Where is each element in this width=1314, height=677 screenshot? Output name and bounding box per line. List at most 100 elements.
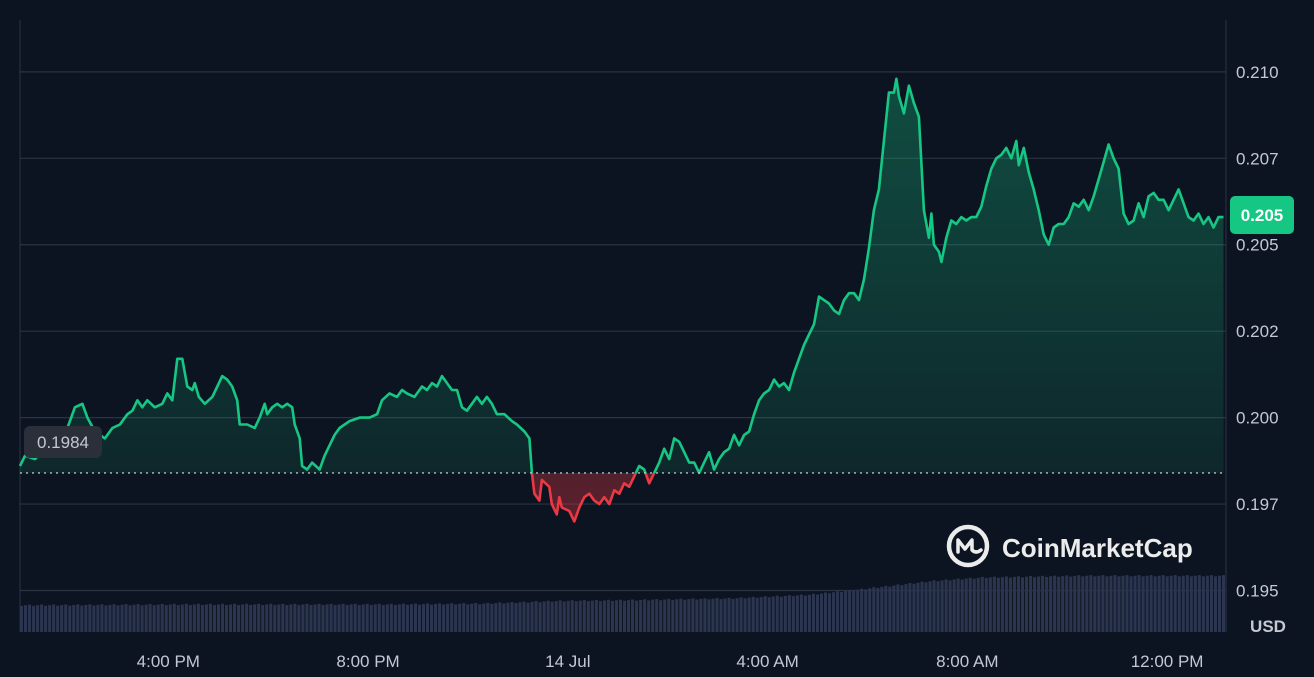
volume-bar bbox=[88, 604, 92, 632]
volume-bar bbox=[192, 604, 196, 632]
volume-bar bbox=[1085, 575, 1089, 632]
volume-bar bbox=[277, 604, 281, 632]
volume-bar bbox=[1077, 575, 1081, 632]
volume-bar bbox=[56, 605, 60, 632]
volume-bar bbox=[305, 603, 309, 632]
volume-bar bbox=[799, 594, 803, 632]
volume-bar bbox=[623, 600, 627, 632]
volume-bar bbox=[1029, 576, 1033, 632]
volume-bar bbox=[1121, 575, 1125, 632]
volume-bar bbox=[1177, 576, 1181, 632]
volume-bar bbox=[369, 605, 373, 632]
volume-bar bbox=[498, 602, 502, 632]
volume-bar bbox=[112, 604, 116, 632]
volume-bar bbox=[699, 598, 703, 632]
volume-bar bbox=[341, 603, 345, 632]
volume-bar bbox=[534, 601, 538, 632]
volume-bar bbox=[184, 603, 188, 632]
volume-bar bbox=[229, 604, 233, 632]
volume-bar bbox=[1145, 575, 1149, 632]
volume-bar bbox=[763, 596, 767, 632]
volume-bar bbox=[1057, 576, 1061, 632]
volume-bar bbox=[807, 594, 811, 632]
volume-bar bbox=[325, 604, 329, 632]
volume-bar bbox=[566, 600, 570, 632]
volume-bar bbox=[739, 597, 743, 632]
volume-bar bbox=[108, 604, 112, 632]
volume-bar bbox=[900, 585, 904, 632]
volume-bar bbox=[1025, 576, 1029, 632]
brand-name: CoinMarketCap bbox=[1002, 533, 1193, 563]
volume-bar bbox=[840, 592, 844, 632]
volume-bar bbox=[940, 580, 944, 632]
volume-bar bbox=[1117, 576, 1121, 632]
volume-bar bbox=[76, 604, 80, 632]
volume-bar bbox=[365, 603, 369, 632]
volume-bar bbox=[349, 604, 353, 632]
volume-bar bbox=[1125, 575, 1129, 632]
volume-bar bbox=[450, 603, 454, 632]
volume-bar bbox=[208, 603, 212, 632]
volume-bar bbox=[1016, 576, 1020, 632]
volume-bar bbox=[28, 604, 32, 632]
volume-bar bbox=[426, 603, 430, 632]
baseline-tag-label: 0.1984 bbox=[37, 433, 89, 452]
volume-bar bbox=[397, 604, 401, 632]
volume-bar bbox=[417, 604, 421, 632]
volume-bar bbox=[570, 600, 574, 632]
volume-bar bbox=[538, 602, 542, 632]
volume-bar bbox=[172, 603, 176, 632]
volume-bar bbox=[844, 590, 848, 632]
y-tick-label: 0.202 bbox=[1236, 322, 1279, 341]
volume-bar bbox=[1053, 575, 1057, 632]
volume-bar bbox=[832, 592, 836, 632]
volume-bar bbox=[518, 602, 522, 632]
volume-bar bbox=[44, 605, 48, 632]
current-price-tag-label: 0.205 bbox=[1241, 206, 1284, 225]
volume-bar bbox=[237, 605, 241, 632]
price-line-up bbox=[18, 77, 1224, 473]
volume-bar bbox=[1000, 577, 1004, 632]
volume-bar bbox=[1081, 576, 1085, 632]
volume-bar bbox=[1065, 575, 1069, 632]
volume-bar bbox=[667, 598, 671, 632]
x-tick-label: 8:00 AM bbox=[936, 652, 998, 671]
volume-bars bbox=[20, 575, 1225, 632]
volume-bar bbox=[530, 601, 534, 632]
volume-bar bbox=[988, 577, 992, 632]
volume-bar bbox=[719, 599, 723, 632]
volume-bar bbox=[160, 603, 164, 632]
volume-bar bbox=[896, 584, 900, 632]
volume-bar bbox=[610, 600, 614, 632]
volume-bar bbox=[1133, 575, 1137, 632]
volume-bar bbox=[627, 600, 631, 632]
volume-bar bbox=[422, 604, 426, 632]
volume-bar bbox=[462, 603, 466, 632]
volume-bar bbox=[755, 597, 759, 632]
volume-bar bbox=[494, 603, 498, 632]
volume-bar bbox=[1113, 575, 1117, 632]
volume-bar bbox=[1105, 576, 1109, 632]
volume-bar bbox=[1161, 575, 1165, 632]
x-tick-label: 14 Jul bbox=[545, 652, 590, 671]
volume-bar bbox=[1037, 576, 1041, 632]
volume-bar bbox=[868, 588, 872, 632]
volume-bar bbox=[1201, 576, 1205, 632]
volume-bar bbox=[442, 604, 446, 632]
volume-bar bbox=[562, 601, 566, 632]
volume-bar bbox=[458, 603, 462, 632]
volume-bar bbox=[486, 602, 490, 632]
volume-bar bbox=[578, 600, 582, 632]
volume-bar bbox=[635, 600, 639, 632]
volume-bar bbox=[836, 591, 840, 632]
volume-bar bbox=[24, 605, 28, 632]
volume-bar bbox=[550, 601, 554, 632]
volume-bar bbox=[385, 604, 389, 632]
volume-bar bbox=[996, 577, 1000, 632]
volume-bar bbox=[301, 604, 305, 632]
volume-bar bbox=[1189, 576, 1193, 632]
volume-bar bbox=[261, 605, 265, 632]
volume-bar bbox=[663, 599, 667, 632]
volume-bar bbox=[293, 603, 297, 632]
